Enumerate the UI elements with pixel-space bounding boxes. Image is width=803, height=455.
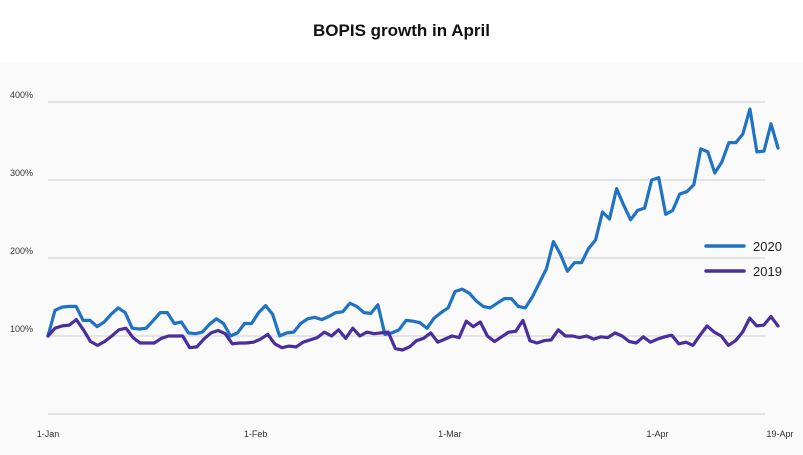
y-tick-label: 400%	[10, 90, 33, 100]
title-area: BOPIS growth in April	[0, 0, 803, 62]
y-axis-tick-labels: 100% 200% 300% 400%	[10, 90, 33, 334]
legend: 2020 2019	[704, 239, 782, 279]
x-axis-tick-labels: 1-Jan 1-Feb 1-Mar 1-Apr 19-Apr	[37, 429, 794, 439]
x-tick-label: 19-Apr	[766, 429, 793, 439]
y-tick-label: 100%	[10, 324, 33, 334]
x-tick-label: 1-Feb	[244, 429, 268, 439]
x-tick-label: 1-Apr	[646, 429, 668, 439]
y-tick-label: 200%	[10, 246, 33, 256]
x-tick-label: 1-Mar	[438, 429, 462, 439]
gridlines	[48, 101, 765, 415]
series-lines	[46, 107, 780, 352]
x-tick-label: 1-Jan	[37, 429, 60, 439]
legend-label: 2019	[753, 264, 782, 279]
series-line-2019	[46, 314, 780, 352]
y-tick-label: 300%	[10, 168, 33, 178]
legend-label: 2020	[753, 239, 782, 254]
series-line-2020	[46, 107, 780, 338]
chart-title: BOPIS growth in April	[313, 21, 490, 40]
